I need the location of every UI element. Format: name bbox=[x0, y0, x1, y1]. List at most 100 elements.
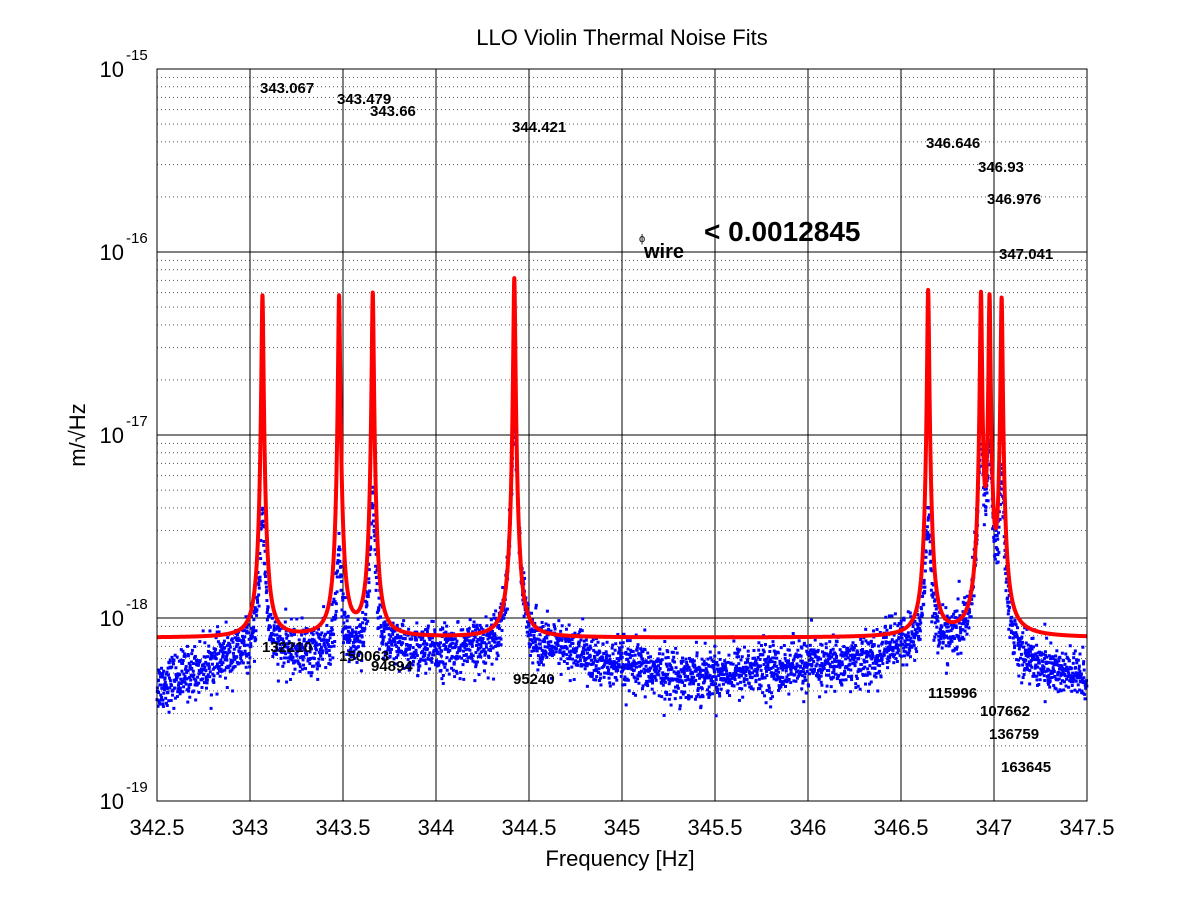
data-point bbox=[646, 651, 650, 655]
data-point bbox=[897, 622, 901, 626]
data-point bbox=[706, 657, 710, 661]
data-point bbox=[346, 629, 350, 633]
data-point bbox=[1078, 688, 1082, 692]
data-point bbox=[697, 682, 701, 686]
data-point bbox=[567, 640, 571, 644]
data-point bbox=[267, 628, 271, 632]
data-point bbox=[753, 674, 757, 678]
data-point bbox=[500, 618, 504, 622]
data-point bbox=[442, 631, 446, 635]
data-point bbox=[764, 701, 768, 705]
data-point bbox=[349, 634, 353, 638]
data-point bbox=[650, 672, 654, 676]
data-point bbox=[616, 668, 620, 672]
data-point bbox=[1040, 672, 1044, 676]
data-point bbox=[169, 683, 173, 687]
data-point bbox=[656, 657, 660, 661]
data-point bbox=[690, 677, 694, 681]
data-point bbox=[439, 641, 443, 645]
data-point bbox=[304, 650, 308, 654]
data-point bbox=[349, 646, 353, 650]
data-point bbox=[424, 671, 428, 675]
data-point bbox=[815, 662, 819, 666]
data-point bbox=[534, 603, 538, 607]
data-point bbox=[486, 676, 490, 680]
data-point bbox=[767, 660, 771, 664]
data-point bbox=[455, 654, 459, 658]
data-point bbox=[770, 673, 774, 677]
data-point bbox=[763, 676, 767, 680]
data-point bbox=[582, 639, 586, 643]
data-point bbox=[473, 660, 477, 664]
data-point bbox=[660, 695, 664, 699]
data-point bbox=[315, 667, 319, 671]
data-point bbox=[341, 641, 345, 645]
data-point bbox=[535, 637, 539, 641]
data-point bbox=[955, 645, 959, 649]
data-point bbox=[569, 638, 573, 642]
data-point bbox=[804, 691, 808, 695]
mode-frequency-label: 343.067 bbox=[260, 80, 314, 97]
data-point bbox=[415, 630, 419, 634]
data-point bbox=[401, 664, 405, 668]
data-point bbox=[344, 626, 348, 630]
data-point bbox=[330, 628, 334, 632]
data-point bbox=[327, 645, 331, 649]
data-point bbox=[959, 631, 963, 635]
data-point bbox=[205, 675, 209, 679]
data-point bbox=[819, 680, 823, 684]
data-point bbox=[1065, 665, 1069, 669]
data-point bbox=[911, 640, 915, 644]
data-point bbox=[945, 614, 949, 618]
data-point bbox=[605, 653, 609, 657]
data-point bbox=[833, 672, 837, 676]
data-point bbox=[471, 630, 475, 634]
data-point bbox=[964, 617, 968, 621]
data-point bbox=[367, 568, 371, 572]
data-point bbox=[286, 645, 290, 649]
data-point bbox=[604, 659, 608, 663]
data-point bbox=[773, 656, 777, 660]
data-point bbox=[622, 632, 626, 636]
data-point bbox=[791, 641, 795, 645]
data-point bbox=[189, 678, 193, 682]
data-point bbox=[911, 644, 915, 648]
data-point bbox=[867, 642, 871, 646]
data-point bbox=[883, 635, 887, 639]
data-point bbox=[1061, 670, 1065, 674]
data-point bbox=[690, 658, 694, 662]
data-point bbox=[174, 678, 178, 682]
data-point bbox=[189, 660, 193, 664]
data-point bbox=[902, 616, 906, 620]
data-point bbox=[193, 645, 197, 649]
data-point bbox=[253, 659, 257, 663]
data-point bbox=[633, 653, 637, 657]
data-point bbox=[907, 651, 911, 655]
data-point bbox=[964, 625, 968, 629]
data-point bbox=[277, 639, 281, 643]
data-point bbox=[365, 603, 369, 607]
data-point bbox=[184, 668, 188, 672]
data-point bbox=[662, 713, 666, 717]
data-point bbox=[696, 686, 700, 690]
data-point bbox=[838, 678, 842, 682]
data-point bbox=[692, 659, 696, 663]
data-point bbox=[215, 630, 219, 634]
data-point bbox=[547, 644, 551, 648]
data-point bbox=[375, 610, 379, 614]
data-point bbox=[493, 632, 497, 636]
data-point bbox=[615, 678, 619, 682]
data-point bbox=[246, 661, 250, 665]
data-point bbox=[1045, 655, 1049, 659]
data-point bbox=[294, 645, 298, 649]
data-point bbox=[932, 592, 936, 596]
data-point bbox=[626, 678, 630, 682]
data-point bbox=[300, 667, 304, 671]
data-point bbox=[791, 632, 795, 636]
data-point bbox=[295, 654, 299, 658]
data-point bbox=[953, 610, 957, 614]
data-point bbox=[585, 656, 589, 660]
data-point bbox=[1042, 652, 1046, 656]
data-point bbox=[290, 658, 294, 662]
data-point bbox=[531, 646, 535, 650]
